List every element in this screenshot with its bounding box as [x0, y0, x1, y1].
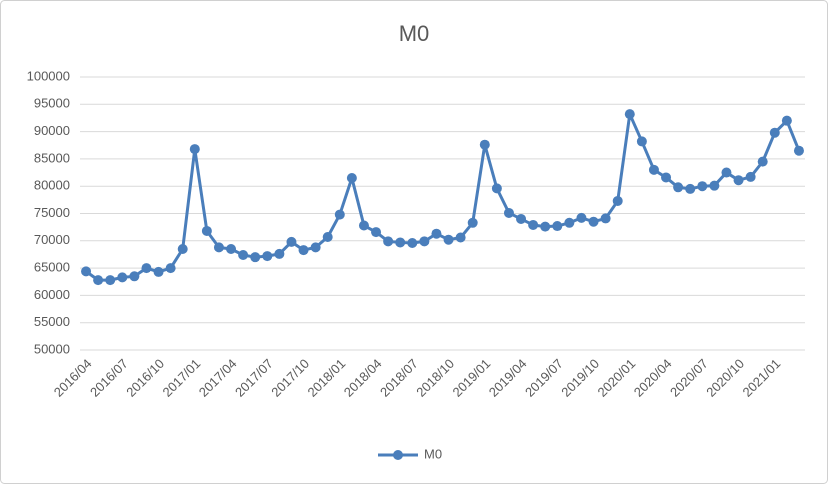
point — [358, 220, 369, 231]
point — [371, 227, 382, 238]
point — [709, 180, 720, 191]
point — [383, 236, 394, 247]
point — [238, 249, 249, 260]
point — [697, 181, 708, 192]
point — [685, 183, 696, 194]
point — [395, 237, 406, 248]
point — [757, 156, 768, 167]
y-tick-label: 70000 — [34, 232, 70, 247]
point — [540, 221, 551, 232]
point — [455, 232, 466, 243]
point — [274, 248, 285, 259]
y-tick-label: 60000 — [34, 287, 70, 302]
point — [213, 242, 224, 253]
legend-marker — [393, 450, 403, 460]
point — [407, 237, 418, 248]
point — [624, 109, 635, 120]
y-tick-label: 75000 — [34, 205, 70, 220]
point — [793, 145, 804, 156]
point — [129, 271, 140, 282]
point — [673, 182, 684, 193]
point — [322, 231, 333, 242]
point — [431, 228, 442, 239]
point — [528, 219, 539, 230]
point — [105, 275, 116, 286]
y-tick-label: 80000 — [34, 178, 70, 193]
point — [226, 243, 237, 254]
point — [588, 216, 599, 227]
point — [310, 242, 321, 253]
y-tick-label: 85000 — [34, 150, 70, 165]
y-tick-label: 55000 — [34, 314, 70, 329]
point — [334, 209, 345, 220]
point — [189, 144, 200, 155]
y-tick-label: 65000 — [34, 260, 70, 275]
point — [516, 213, 527, 224]
legend-label: M0 — [424, 446, 442, 461]
point — [165, 263, 176, 274]
point — [250, 252, 261, 263]
point — [346, 173, 357, 184]
point — [201, 225, 212, 236]
point — [612, 195, 623, 206]
point — [262, 251, 273, 262]
point — [467, 217, 478, 228]
point — [503, 207, 514, 218]
y-tick-label: 95000 — [34, 96, 70, 111]
point — [745, 171, 756, 182]
point — [636, 136, 647, 147]
point — [443, 234, 454, 245]
point — [721, 167, 732, 178]
chart-title: M0 — [399, 21, 430, 46]
point — [93, 275, 104, 286]
point — [141, 263, 152, 274]
y-tick-label: 100000 — [27, 68, 70, 83]
y-tick-label: 90000 — [34, 123, 70, 138]
point — [769, 127, 780, 138]
point — [298, 245, 309, 256]
point — [576, 212, 587, 223]
point — [491, 183, 502, 194]
point — [661, 172, 672, 183]
point — [81, 266, 92, 277]
point — [648, 164, 659, 175]
point — [419, 236, 430, 247]
point — [564, 217, 575, 228]
point — [117, 272, 128, 283]
point — [552, 221, 563, 232]
point — [286, 236, 297, 247]
point — [600, 213, 611, 224]
y-tick-label: 50000 — [34, 341, 70, 356]
point — [177, 243, 188, 254]
point — [153, 266, 164, 277]
point — [733, 175, 744, 186]
point — [479, 139, 490, 150]
point — [781, 115, 792, 126]
